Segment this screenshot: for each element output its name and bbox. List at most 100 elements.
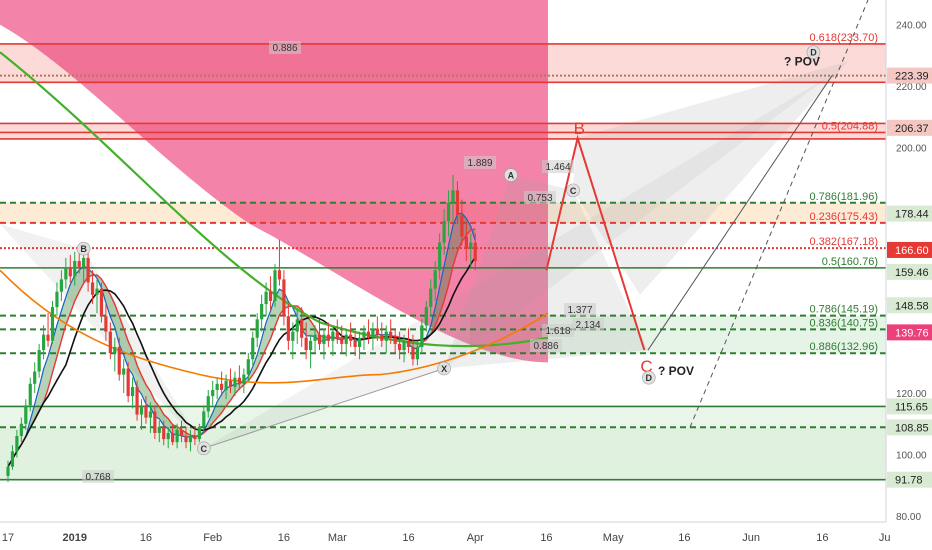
price-badge bbox=[887, 67, 932, 84]
candle-body bbox=[317, 334, 322, 344]
candle-body bbox=[415, 346, 419, 360]
candle-body bbox=[438, 242, 442, 271]
candle-body bbox=[144, 405, 148, 418]
time-tick-label: 16 bbox=[278, 532, 290, 544]
candle-body bbox=[442, 221, 446, 243]
candle-body bbox=[148, 411, 152, 418]
candle-body bbox=[433, 270, 437, 289]
price-tick-label: 120.00 bbox=[896, 389, 927, 400]
candle-body bbox=[375, 328, 379, 335]
pattern-point-marker bbox=[504, 168, 518, 182]
candle-body bbox=[237, 377, 241, 384]
candle-body bbox=[188, 436, 193, 443]
level-label: 0.382(167.18) bbox=[810, 236, 879, 248]
price-badge-label: 108.85 bbox=[895, 422, 929, 434]
level-label: 0.5(160.76) bbox=[822, 256, 878, 268]
candle-body bbox=[291, 331, 295, 341]
candle-body bbox=[469, 242, 473, 249]
fib-ratio-bg bbox=[269, 41, 301, 54]
candle-body bbox=[24, 405, 28, 424]
pattern-point-marker bbox=[437, 361, 451, 376]
fib-ratio-label: 1.377 bbox=[567, 305, 592, 316]
candle-body bbox=[366, 331, 371, 338]
candle-body bbox=[389, 331, 393, 338]
candle-body bbox=[464, 236, 468, 249]
demand-zone-upper bbox=[0, 406, 886, 428]
level-label: 0.786(181.96) bbox=[810, 191, 879, 203]
candle-body bbox=[242, 374, 246, 384]
candle-body bbox=[73, 261, 77, 277]
pattern-point-label: A bbox=[508, 171, 515, 181]
candle-body bbox=[251, 337, 255, 360]
level-label: 0.786(145.19) bbox=[810, 304, 879, 316]
ma-mid-line bbox=[7, 228, 476, 468]
level-label: 0.5(204.88) bbox=[822, 120, 878, 132]
candle-body bbox=[126, 368, 130, 397]
projection-label-b: B bbox=[574, 119, 585, 138]
price-badge-label: 223.39 bbox=[895, 71, 929, 83]
time-tick-label: 16 bbox=[678, 532, 690, 544]
candle-body bbox=[68, 267, 72, 277]
pattern-point-label: X bbox=[441, 364, 447, 374]
fib-ratio-bg bbox=[542, 324, 574, 337]
time-tick-label: 2019 bbox=[63, 532, 87, 544]
trendline bbox=[647, 75, 833, 351]
candle-body bbox=[313, 334, 317, 341]
candle-body bbox=[86, 257, 90, 283]
time-tick-label: 16 bbox=[540, 532, 552, 544]
fib-ratio-bg bbox=[572, 318, 604, 331]
level-label: 0.886(132.96) bbox=[810, 341, 879, 353]
price-badge-label: 159.46 bbox=[895, 267, 929, 279]
fib-ratio-label: 0.768 bbox=[85, 472, 110, 483]
candle-body bbox=[406, 340, 411, 347]
candle-body bbox=[95, 288, 99, 295]
time-axis-bg bbox=[0, 522, 932, 550]
candle-body bbox=[326, 334, 330, 341]
candle-body bbox=[380, 334, 384, 341]
candle-body bbox=[429, 288, 433, 308]
ma-long-green bbox=[0, 51, 549, 348]
candle-body bbox=[157, 426, 161, 433]
candle-body bbox=[202, 411, 206, 427]
candle-body bbox=[215, 383, 219, 390]
fib-ratio-label: 1.618 bbox=[545, 326, 570, 337]
zones-layer bbox=[0, 0, 886, 480]
candle-body bbox=[300, 319, 304, 338]
fib-ratio-label: 2.134 bbox=[575, 320, 600, 331]
pattern-point-label: B bbox=[80, 244, 87, 254]
candle-body bbox=[50, 307, 55, 341]
price-badge-label: 206.37 bbox=[895, 123, 929, 135]
candle-body bbox=[362, 331, 366, 338]
fib-ratio-bg bbox=[464, 156, 496, 169]
fib-ratio-bg bbox=[542, 160, 574, 173]
candle-body bbox=[64, 267, 68, 280]
candle-body bbox=[193, 436, 197, 440]
candle-body bbox=[153, 411, 157, 433]
time-tick-label: May bbox=[603, 532, 624, 544]
fib-ratio-label: 0.886 bbox=[533, 341, 558, 352]
pattern-triangle-4 bbox=[573, 61, 848, 295]
candle-body bbox=[349, 334, 353, 341]
pattern-point-marker bbox=[641, 370, 656, 385]
candle-body bbox=[15, 436, 19, 452]
candle-body bbox=[104, 316, 108, 332]
candle-body bbox=[224, 380, 228, 390]
candle-body bbox=[357, 337, 362, 347]
candle-body bbox=[131, 386, 135, 397]
candle-body bbox=[99, 288, 104, 317]
candle-body bbox=[353, 340, 357, 347]
fib-ratio-bg bbox=[564, 303, 596, 316]
candle-body bbox=[6, 466, 10, 476]
ma-black-line bbox=[7, 256, 476, 468]
pov-label: ? POV bbox=[658, 364, 694, 378]
pattern-point-label: C bbox=[201, 444, 208, 454]
price-tick-label: 240.00 bbox=[896, 21, 927, 32]
candle-body bbox=[255, 319, 259, 338]
pattern-point-marker bbox=[197, 441, 211, 456]
candle-body bbox=[211, 389, 215, 397]
price-tick-label: 100.00 bbox=[896, 450, 927, 461]
fib-ratio-label: 1.464 bbox=[545, 162, 570, 173]
pattern-point-marker bbox=[76, 241, 91, 256]
